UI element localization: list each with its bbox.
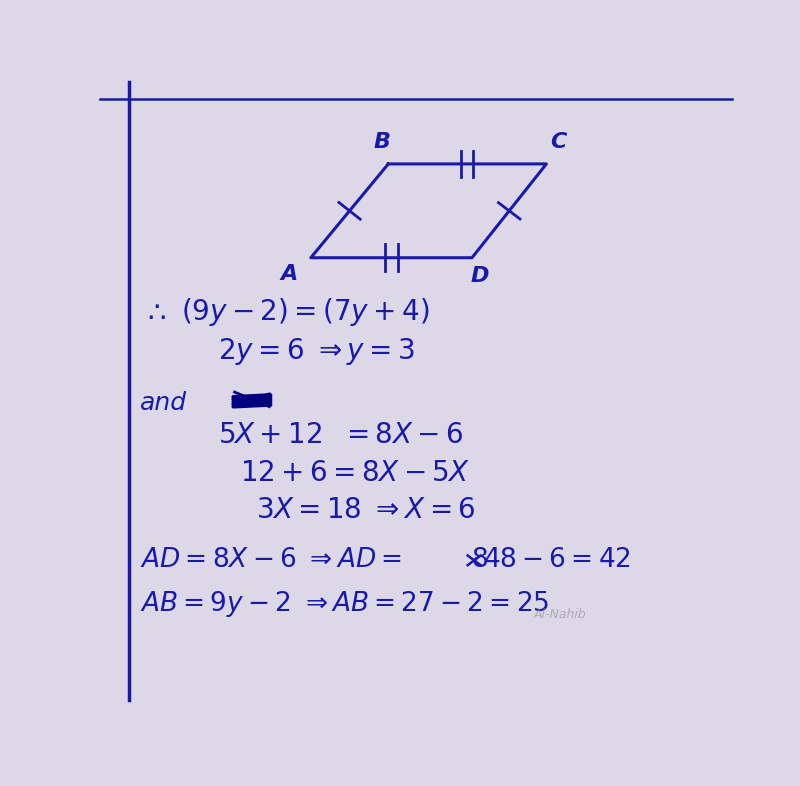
Text: Al-Nahib: Al-Nahib (534, 608, 586, 621)
Text: $5X + 12\ \ = 8X - 6$: $5X + 12\ \ = 8X - 6$ (218, 421, 463, 449)
Text: $\therefore$: $\therefore$ (142, 298, 166, 326)
Text: C: C (550, 132, 567, 152)
Text: $AB = 9y - 2\ \Rightarrow AB = 27 - 2 = 25$: $AB = 9y - 2\ \Rightarrow AB = 27 - 2 = … (140, 589, 550, 619)
Text: D: D (470, 266, 489, 286)
Text: $(9y - 2) = (7y + 4)$: $(9y - 2) = (7y + 4)$ (181, 296, 429, 329)
Text: $8$: $8$ (470, 547, 488, 573)
Text: $48 - 6 = 42$: $48 - 6 = 42$ (482, 547, 630, 573)
Text: A: A (281, 264, 298, 284)
Text: $AD = 8X - 6\ \Rightarrow AD =$: $AD = 8X - 6\ \Rightarrow AD =$ (140, 547, 402, 573)
Text: $12 + 6 = 8X - 5X$: $12 + 6 = 8X - 5X$ (239, 458, 470, 487)
Text: B: B (374, 132, 390, 152)
Text: $3X = 18\ \Rightarrow X = 6$: $3X = 18\ \Rightarrow X = 6$ (256, 496, 476, 524)
Text: and: and (140, 391, 187, 415)
Text: $2y = 6\ \Rightarrow y = 3$: $2y = 6\ \Rightarrow y = 3$ (218, 336, 414, 367)
